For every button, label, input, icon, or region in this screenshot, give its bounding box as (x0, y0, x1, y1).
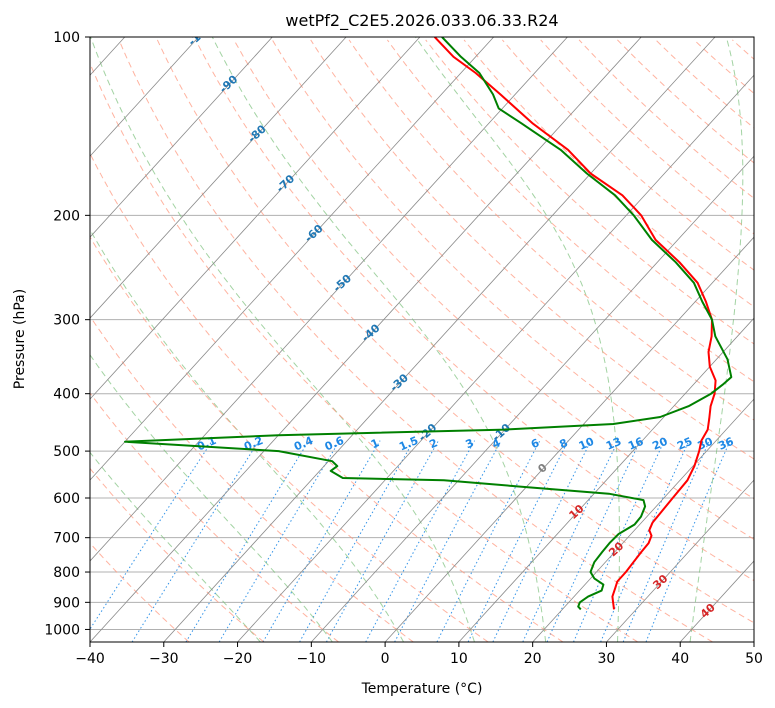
isotherm-line (606, 479, 754, 642)
dry-adiabat (233, 39, 754, 540)
mixing-ratio-line (218, 440, 341, 642)
isotherm-line (311, 155, 754, 642)
isotherm-line (90, 37, 494, 481)
mixing-ratio-line (185, 440, 310, 642)
y-tick-label: 200 (53, 208, 80, 224)
moist-adiabat (90, 451, 261, 642)
dry-adiabat (771, 40, 775, 642)
moist-adiabat (414, 37, 620, 642)
dry-adiabat (90, 392, 339, 642)
dry-adiabat (540, 39, 754, 235)
isotherm-line (90, 37, 347, 319)
mixing-ratio-line (299, 440, 415, 642)
mixing-ratio-line (573, 440, 665, 642)
dry-adiabat (348, 39, 754, 421)
isotherm-line (90, 37, 421, 400)
plot-contents: -100-90-80-70-60-50-40-30-20 -10010203040… (90, 20, 775, 642)
dry-adiabat (90, 152, 564, 642)
mixing-ratio-line (325, 440, 439, 642)
x-axis-title: Temperature (°C) (361, 681, 483, 697)
y-tick-label: 100 (53, 30, 80, 46)
mixing-ratio-line (131, 440, 260, 642)
isotherm-line (384, 236, 754, 642)
y-axis-title: Pressure (hPa) (12, 289, 28, 389)
x-tick-label: −10 (297, 651, 327, 667)
mixing-ratio-line (262, 440, 381, 642)
mixing-ratio-line (365, 440, 476, 642)
isotherm-line (237, 74, 754, 642)
profile-series (124, 37, 733, 611)
mixing-ratio-line (467, 440, 569, 642)
isotherm-line (753, 641, 754, 642)
y-tick-label: 700 (53, 531, 80, 547)
mixing-ratio-label: 16 (626, 435, 646, 453)
moist-adiabats (90, 37, 744, 642)
y-tick-label: 800 (53, 565, 80, 581)
x-tick-label: 40 (671, 651, 689, 667)
dry-adiabat (118, 39, 713, 642)
isotherm-line (90, 37, 273, 238)
x-tick-label: −40 (75, 651, 105, 667)
isotherm-line (90, 37, 199, 157)
x-tick-label: −30 (149, 651, 179, 667)
y-tick-label: 1000 (44, 622, 80, 638)
x-axis-ticks: −40 −30 −20 −10 0 10 20 30 40 50 (75, 642, 763, 667)
isotherm-line (532, 398, 754, 642)
mixing-ratio-label: 13 (604, 435, 623, 453)
y-tick-label: 600 (53, 491, 80, 507)
x-tick-label: 0 (381, 651, 390, 667)
mixing-ratio-label: 10 (577, 435, 597, 453)
mixing-ratio-label: 20 (650, 435, 670, 453)
y-tick-label: 400 (53, 387, 80, 403)
mixing-ratio-line (90, 440, 213, 631)
isotherm-label: -100 (186, 20, 215, 48)
mixing-ratio-line (622, 440, 710, 642)
skewed-isotherms (90, 37, 754, 642)
dry-adiabat (386, 39, 754, 383)
moist-adiabat (90, 228, 405, 642)
dry-adiabat (90, 62, 639, 642)
y-tick-label: 500 (53, 444, 80, 460)
x-tick-label: −20 (223, 651, 253, 667)
pressure-gridlines (90, 37, 754, 630)
isotherm-line (163, 37, 716, 642)
dry-adiabat (502, 39, 754, 271)
y-tick-label: 300 (53, 313, 80, 329)
plot-frame (89, 36, 755, 643)
chart-title: wetPf2_C2E5.2026.033.06.33.R24 (285, 11, 558, 31)
moist-adiabat (90, 37, 475, 642)
moist-adiabat (211, 37, 547, 642)
temperature-profile-line (433, 37, 717, 610)
mixing-ratio-label: 36 (716, 435, 736, 453)
y-axis-ticks: 100 200 300 400 500 600 700 800 900 1000 (44, 30, 90, 638)
x-tick-label: 10 (450, 651, 468, 667)
dewpoint-profile-line (124, 37, 733, 611)
dry-adiabat (90, 315, 414, 642)
mixing-ratio-label: 25 (675, 435, 694, 453)
mixing-ratio-line (492, 440, 592, 642)
moist-adiabat (90, 354, 333, 642)
isotherm-line (90, 37, 642, 642)
isotherm-line (90, 37, 568, 562)
dry-adiabat (195, 39, 754, 582)
moist-adiabat (689, 37, 744, 642)
x-tick-label: 30 (598, 651, 616, 667)
x-tick-label: 50 (745, 651, 763, 667)
dry-adiabat (271, 39, 754, 500)
y-tick-label: 900 (53, 595, 80, 611)
isotherm-line (458, 317, 754, 642)
dry-adiabat (310, 39, 754, 460)
dry-adiabats (90, 39, 775, 642)
x-tick-label: 20 (524, 651, 542, 667)
dry-adiabat (90, 236, 489, 642)
